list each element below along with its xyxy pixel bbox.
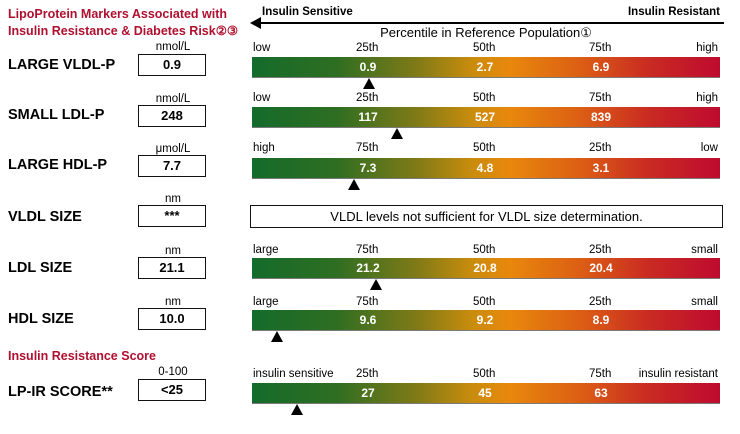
bar-right-label: low: [700, 142, 718, 154]
percentile-value: 45: [478, 386, 492, 400]
percentile-tick-label: 50th: [473, 244, 496, 256]
percentile-value: 117: [358, 110, 378, 124]
percentile-tick-label: 75th: [589, 92, 612, 104]
percentile-value: 6.9: [592, 60, 610, 74]
value-box: 0.9: [138, 54, 206, 76]
vldl-note: VLDL levels not sufficient for VLDL size…: [250, 205, 723, 228]
bar-left-label: low: [253, 92, 271, 104]
gradient-bar: [252, 258, 720, 279]
unit-label: nmol/L: [155, 41, 191, 53]
percentile-value: 3.1: [592, 161, 610, 175]
result-marker-icon: [363, 78, 375, 89]
row-label: HDL SIZE: [8, 311, 74, 327]
percentile-value: 63: [594, 386, 608, 400]
percentile-value: 20.4: [589, 261, 613, 275]
bar-right-label: high: [696, 92, 718, 104]
percentile-tick-label: 75th: [356, 296, 379, 308]
value-box: 10.0: [138, 308, 206, 330]
result-marker-icon: [270, 331, 283, 342]
percentile-value: 9.2: [476, 313, 494, 327]
percentile-tick-label: 50th: [473, 142, 496, 154]
result-marker-icon: [391, 128, 404, 139]
percentile-title: Percentile in Reference Population①: [380, 25, 592, 40]
percentile-value: 21.2: [356, 261, 380, 275]
report-title-line2: Insulin Resistance & Diabetes Risk②③: [8, 24, 239, 38]
unit-label: μmol/L: [155, 143, 191, 155]
percentile-value: 27: [361, 386, 375, 400]
percentile-value: 7.3: [359, 161, 377, 175]
bar-right-label: high: [696, 42, 718, 54]
percentile-value: 9.6: [359, 313, 377, 327]
report-title: LipoProtein Markers Associated with Insu…: [8, 6, 238, 40]
percentile-tick-label: 25th: [589, 296, 612, 308]
percentile-tick-label: 50th: [473, 42, 496, 54]
row-label: SMALL LDL-P: [8, 107, 105, 123]
left-arrow-icon: [250, 17, 261, 29]
unit-label: nm: [165, 296, 181, 308]
row-label: LARGE HDL-P: [8, 157, 108, 173]
row-label: LP-IR SCORE**: [8, 384, 113, 400]
percentile-tick-label: 50th: [473, 296, 496, 308]
bar-right-label: insulin resistant: [638, 368, 718, 380]
percentile-tick-label: 75th: [356, 142, 379, 154]
unit-label: 0-100: [158, 366, 188, 378]
axis-insulin-sensitive-label: Insulin Sensitive: [262, 6, 353, 18]
value-box: 21.1: [138, 257, 206, 279]
unit-label: nm: [165, 245, 181, 257]
unit-label: nm: [165, 193, 181, 205]
percentile-value: 20.8: [473, 261, 497, 275]
result-marker-icon: [290, 404, 303, 415]
percentile-value: 527: [474, 110, 496, 124]
bar-right-label: small: [691, 296, 718, 308]
bar-left-label: large: [253, 296, 279, 308]
percentile-tick-label: 25th: [356, 42, 379, 54]
gradient-bar: [252, 383, 720, 404]
gradient-bar: [252, 57, 720, 78]
percentile-tick-label: 75th: [589, 368, 612, 380]
percentile-tick-label: 25th: [356, 368, 379, 380]
percentile-tick-label: 75th: [356, 244, 379, 256]
percentile-value: 2.7: [476, 60, 494, 74]
percentile-value: 0.9: [359, 60, 377, 74]
gradient-bar: [252, 107, 720, 128]
percentile-value: 839: [590, 110, 612, 124]
value-box: <25: [138, 379, 206, 401]
value-box: ***: [138, 205, 206, 227]
bar-left-label: insulin sensitive: [253, 368, 334, 380]
percentile-tick-label: 25th: [589, 142, 612, 154]
result-marker-icon: [370, 279, 383, 290]
percentile-tick-label: 75th: [589, 42, 612, 54]
row-label: LDL SIZE: [8, 260, 73, 276]
value-box: 248: [138, 105, 206, 127]
result-marker-icon: [348, 179, 361, 190]
bar-left-label: large: [253, 244, 279, 256]
percentile-value: 8.9: [592, 313, 610, 327]
percentile-tick-label: 25th: [589, 244, 612, 256]
bar-left-label: low: [253, 42, 271, 54]
percentile-tick-label: 50th: [473, 368, 496, 380]
unit-label: nmol/L: [155, 93, 191, 105]
section-title-ir-score: Insulin Resistance Score: [8, 349, 156, 363]
bar-right-label: small: [691, 244, 718, 256]
axis-line: [258, 22, 724, 24]
percentile-tick-label: 50th: [473, 92, 496, 104]
gradient-bar: [252, 158, 720, 179]
percentile-tick-label: 25th: [356, 92, 379, 104]
report-title-line1: LipoProtein Markers Associated with: [8, 7, 228, 21]
percentile-value: 4.8: [476, 161, 494, 175]
value-box: 7.7: [138, 155, 206, 177]
gradient-bar: [252, 310, 720, 331]
row-label: VLDL SIZE: [8, 209, 82, 225]
row-label: LARGE VLDL-P: [8, 57, 116, 73]
bar-left-label: high: [253, 142, 275, 154]
axis-insulin-resistant-label: Insulin Resistant: [627, 6, 720, 18]
